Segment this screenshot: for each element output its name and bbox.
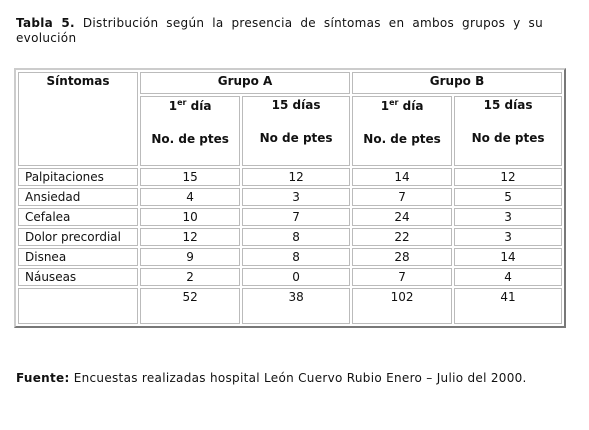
total-value: 102 [352, 288, 453, 324]
period-text: 15 días [483, 98, 533, 112]
cell-value: 8 [242, 248, 351, 266]
cell-value: 9 [140, 248, 241, 266]
period-sup: er [389, 98, 399, 107]
period-sup: er [177, 98, 187, 107]
cell-value: 12 [242, 168, 351, 186]
period-unit: No de ptes [259, 131, 333, 145]
period-label: 15 días [272, 98, 321, 112]
table-row: Dolor precordial 12 8 22 3 [18, 228, 562, 246]
cell-value: 0 [242, 268, 351, 286]
cell-value: 3 [454, 208, 562, 226]
cell-value: 8 [242, 228, 351, 246]
cell-value: 4 [454, 268, 562, 286]
cell-value: 22 [352, 228, 453, 246]
cell-value: 2 [140, 268, 241, 286]
table-row: Ansiedad 4 3 7 5 [18, 188, 562, 206]
footer-text: Encuestas realizadas hospital León Cuerv… [73, 371, 527, 385]
symptom-label: Náuseas [18, 268, 139, 286]
period-header: 15 días No de ptes [242, 96, 351, 166]
cell-value: 10 [140, 208, 241, 226]
period-label: 1er día [380, 98, 424, 113]
period-rest: día [398, 99, 424, 113]
cell-value: 7 [352, 268, 453, 286]
symptom-label: Palpitaciones [18, 168, 139, 186]
cell-value: 28 [352, 248, 453, 266]
group-header: Grupo A [140, 72, 351, 94]
total-value: 41 [454, 288, 562, 324]
period-header: 15 días No de ptes [454, 96, 562, 166]
period-unit: No. de ptes [363, 132, 441, 146]
table-row: Náuseas 2 0 7 4 [18, 268, 562, 286]
footer-label: Fuente: [16, 371, 70, 385]
table-row: Disnea 9 8 28 14 [18, 248, 562, 266]
data-table: Síntomas Grupo A Grupo B 1er día No. de p… [14, 68, 566, 328]
total-value: 38 [242, 288, 351, 324]
table-row: Palpitaciones 15 12 14 12 [18, 168, 562, 186]
total-row: 52 38 102 41 [18, 288, 562, 324]
symptom-label: Disnea [18, 248, 139, 266]
cell-value: 4 [140, 188, 241, 206]
cell-value: 12 [140, 228, 241, 246]
cell-value: 14 [352, 168, 453, 186]
symptom-label: Cefalea [18, 208, 139, 226]
total-value: 52 [140, 288, 241, 324]
cell-value: 3 [454, 228, 562, 246]
period-unit: No. de ptes [151, 132, 229, 146]
cell-value: 12 [454, 168, 562, 186]
period-unit: No de ptes [471, 131, 545, 145]
period-rest: día [186, 99, 212, 113]
cell-value: 14 [454, 248, 562, 266]
period-label: 15 días [484, 98, 533, 112]
period-header: 1er día No. de ptes [140, 96, 241, 166]
caption: Tabla 5. Distribución según la presencia… [16, 16, 543, 46]
cell-value: 7 [242, 208, 351, 226]
symptom-label: Dolor precordial [18, 228, 139, 246]
empty-cell [18, 288, 139, 324]
cell-value: 24 [352, 208, 453, 226]
caption-label: Tabla 5. [16, 16, 75, 30]
symptom-label: Ansiedad [18, 188, 139, 206]
group-header: Grupo B [352, 72, 562, 94]
period-num: 1 [380, 99, 390, 113]
period-header: 1er día No. de ptes [352, 96, 453, 166]
period-label: 1er día [168, 98, 212, 113]
table-row: Cefalea 10 7 24 3 [18, 208, 562, 226]
cell-value: 3 [242, 188, 351, 206]
corner-header: Síntomas [18, 72, 139, 166]
period-text: 15 días [271, 98, 321, 112]
footer: Fuente: Encuestas realizadas hospital Le… [16, 371, 543, 386]
cell-value: 5 [454, 188, 562, 206]
period-num: 1 [168, 99, 178, 113]
cell-value: 15 [140, 168, 241, 186]
cell-value: 7 [352, 188, 453, 206]
caption-text: Distribución según la presencia de sínto… [16, 16, 543, 45]
